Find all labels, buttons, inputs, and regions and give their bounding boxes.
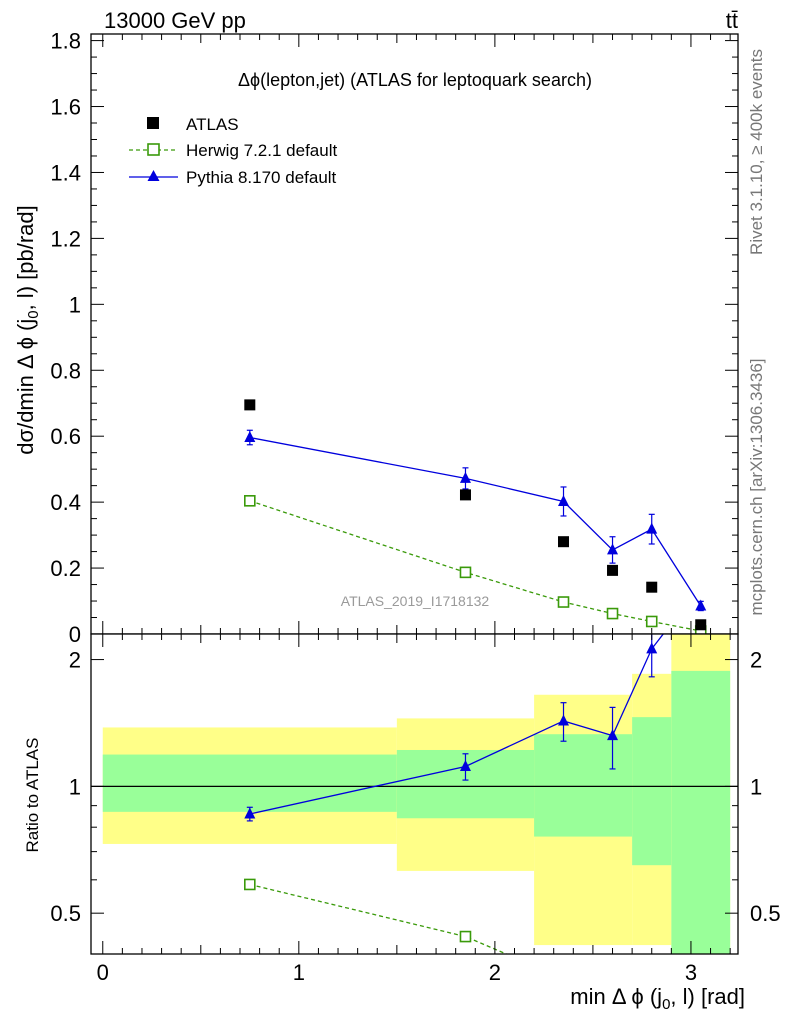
chart-title: Δϕ(lepton,jet) (ATLAS for leptoquark sea… <box>238 70 592 90</box>
pythia-point <box>646 522 658 534</box>
band-inner <box>534 734 633 837</box>
y-tick-label: 1.4 <box>50 160 81 185</box>
herwig-point <box>557 596 570 608</box>
ratio-pythia-point <box>607 729 619 741</box>
band-inner <box>671 670 731 954</box>
ratio-y-tick-label-right: 1 <box>750 774 762 799</box>
x-tick-label: 1 <box>293 960 305 985</box>
legend-atlas-label: ATLAS <box>186 115 239 134</box>
axes-frame <box>90 633 739 955</box>
x-axis-title: min Δ ϕ (j0, l) [rad] <box>570 984 745 1013</box>
ratio-pythia-point <box>459 759 471 771</box>
ratio-panel: 0 1 2 3 0.5 0.5 1 1 2 2 <box>50 633 781 985</box>
ratio-herwig-point <box>459 930 472 943</box>
y-tick-label: 1.8 <box>50 29 81 54</box>
ratio-y-tick-label-right: 2 <box>750 648 762 673</box>
pythia-point <box>459 471 471 483</box>
x-tick-label: 2 <box>489 960 501 985</box>
svg-text:dσ/dmin Δ ϕ (j0, l) [pb/rad]: dσ/dmin Δ ϕ (j0, l) [pb/rad] <box>13 205 42 454</box>
y-axis-title: dσ/dmin Δ ϕ (j0, l) [pb/rad] <box>13 205 42 454</box>
legend-atlas-marker <box>147 117 159 129</box>
energy-label: 13000 GeV pp <box>104 8 246 33</box>
ratio-pythia-point <box>244 807 256 819</box>
svg-text:Ratio to ATLAS: Ratio to ATLAS <box>23 738 42 853</box>
herwig-point <box>459 566 472 579</box>
legend-herwig-marker <box>147 143 160 156</box>
pythia-line <box>249 436 702 607</box>
process-label: tt̄ <box>726 8 738 33</box>
ratio-pythia-point <box>558 714 570 726</box>
main-panel: Δϕ(lepton,jet) (ATLAS for leptoquark sea… <box>50 29 739 647</box>
ratio-herwig-point <box>559 973 569 983</box>
herwig-point <box>645 615 658 628</box>
y-tick-label: 0.2 <box>50 556 81 581</box>
band-inner <box>102 754 397 812</box>
mcplots-label: mcplots.cern.ch [arXiv:1306.3436] <box>747 358 766 615</box>
legend-pythia-label: Pythia 8.170 default <box>186 168 337 187</box>
ratio-axis-title: Ratio to ATLAS <box>23 738 42 853</box>
y-tick-label: 0.8 <box>50 358 81 383</box>
ratio-herwig-line <box>249 883 508 954</box>
y-tick-label: 1 <box>69 292 81 317</box>
herwig-line <box>249 500 701 632</box>
svg-text:Rivet 3.1.10, ≥ 400k events: Rivet 3.1.10, ≥ 400k events <box>747 49 766 255</box>
y-tick-label: 0 <box>69 622 81 647</box>
ratio-pythia-line <box>249 634 665 815</box>
herwig-point <box>244 495 256 507</box>
pythia-point <box>244 431 256 443</box>
rivet-label: Rivet 3.1.10, ≥ 400k events <box>747 49 766 255</box>
x-tick-label: 3 <box>685 960 697 985</box>
ratio-y-tick-label-right: 0.5 <box>750 901 781 926</box>
legend-pythia-marker <box>147 170 160 181</box>
legend: ATLAS Herwig 7.2.1 default Pythia 8.170 … <box>129 115 337 187</box>
atlas-point <box>607 564 619 576</box>
ratio-herwig-point <box>244 878 256 891</box>
atlas-point <box>244 399 256 411</box>
atlas-point <box>459 489 471 501</box>
band-inner <box>632 717 672 866</box>
atlas-point <box>695 619 707 631</box>
x-tick-label: 0 <box>97 960 109 985</box>
ratio-pythia-point <box>646 642 658 654</box>
y-tick-label: 0.4 <box>50 490 81 515</box>
atlas-point <box>646 581 658 593</box>
y-tick-label: 0.6 <box>50 424 81 449</box>
ratio-y-tick-label-left: 0.5 <box>50 901 81 926</box>
ratio-y-tick-label-left: 1 <box>69 774 81 799</box>
pythia-point <box>558 494 570 506</box>
y-tick-label: 1.2 <box>50 226 81 251</box>
analysis-watermark: ATLAS_2019_I1718132 <box>341 593 490 609</box>
pythia-point <box>607 543 619 555</box>
herwig-point <box>606 607 619 620</box>
y-tick-label: 1.6 <box>50 95 81 120</box>
atlas-point <box>558 536 570 548</box>
pythia-point <box>695 599 707 611</box>
ratio-y-tick-label-left: 2 <box>69 648 81 673</box>
legend-herwig-label: Herwig 7.2.1 default <box>186 141 337 160</box>
svg-text:mcplots.cern.ch [arXiv:1306.34: mcplots.cern.ch [arXiv:1306.3436] <box>747 358 766 615</box>
